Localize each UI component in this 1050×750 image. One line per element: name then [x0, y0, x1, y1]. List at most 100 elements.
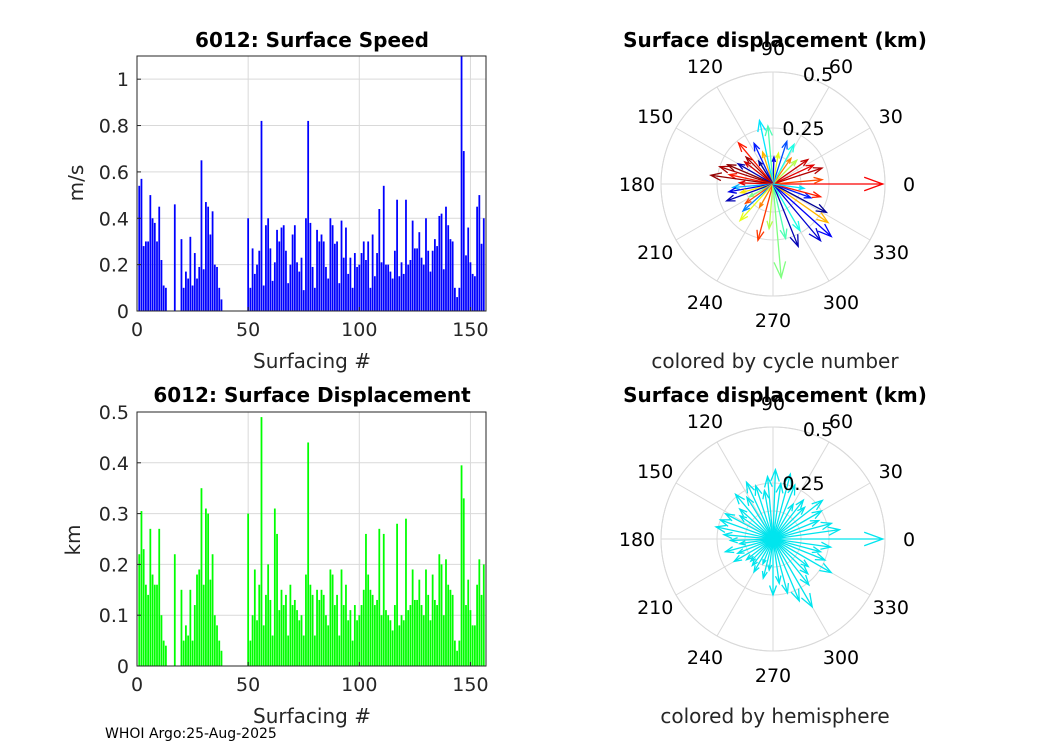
- bar: [256, 620, 258, 666]
- vector-arrowhead: [787, 142, 795, 153]
- polar-spoke: [716, 441, 774, 540]
- displacement-vector: [757, 183, 774, 241]
- vector-arrowhead: [775, 481, 784, 494]
- vector-arrowhead: [762, 488, 770, 500]
- bar: [325, 615, 327, 666]
- bar: [207, 206, 210, 311]
- bar: [442, 269, 445, 311]
- vector-arrowhead: [819, 562, 833, 574]
- displacement-vector: [733, 538, 774, 562]
- displacement-vector: [772, 183, 787, 239]
- bar: [447, 584, 450, 666]
- bar: [271, 635, 274, 666]
- x-tick-label: 50: [236, 319, 260, 341]
- polar-r-label: 0.5: [803, 64, 833, 86]
- vector-arrowhead: [775, 151, 781, 159]
- vector-arrowhead: [782, 472, 793, 487]
- bar: [333, 605, 336, 666]
- bar: [402, 620, 405, 666]
- displacement-vector: [772, 529, 840, 540]
- bar: [273, 508, 276, 666]
- bar: [420, 605, 423, 666]
- bar: [327, 278, 330, 311]
- bar: [398, 276, 401, 311]
- bar: [162, 285, 165, 311]
- vector-arrowhead: [718, 519, 731, 527]
- vector-arrowhead: [767, 564, 773, 573]
- displacement-vector: [745, 156, 774, 185]
- polar-angle-label: 180: [619, 174, 655, 196]
- polar-angle-label: 90: [761, 393, 785, 415]
- displacement-vector: [720, 519, 774, 540]
- bar: [465, 255, 467, 311]
- bar: [376, 253, 378, 311]
- bar: [442, 615, 445, 666]
- bar: [289, 264, 292, 311]
- bar: [309, 584, 312, 666]
- bar: [151, 218, 154, 311]
- bar: [358, 264, 361, 311]
- bar: [469, 262, 472, 311]
- vector-arrowhead: [811, 546, 823, 554]
- bar: [278, 241, 281, 311]
- bar: [305, 574, 307, 666]
- bar: [269, 599, 272, 666]
- vector-arrowhead: [820, 541, 833, 550]
- vector-arrowhead: [781, 139, 788, 150]
- bar: [291, 605, 294, 666]
- displacement-vector: [772, 144, 795, 185]
- polar-angle-label: 330: [873, 242, 909, 264]
- bar: [309, 222, 312, 311]
- vector-arrowhead: [764, 124, 773, 137]
- vector-arrowhead: [779, 228, 788, 241]
- bar: [145, 241, 147, 311]
- polar-angle-label: 60: [829, 411, 853, 433]
- bar: [189, 236, 192, 311]
- displacement-vector: [735, 493, 774, 540]
- displacement-vector: [772, 522, 832, 540]
- polar-hemisphere-labels: 0 30 60 90 120 150 180 210 240 270 300 330 0.25 0.5: [619, 393, 915, 687]
- speed-y-label: m/s: [64, 165, 88, 202]
- bar: [256, 264, 258, 311]
- vector-arrowhead: [758, 202, 764, 209]
- bar: [258, 584, 261, 666]
- bar: [276, 229, 278, 311]
- displacement-vector: [772, 183, 799, 247]
- vector-arrowhead: [799, 574, 811, 587]
- vector-arrowhead: [743, 197, 752, 205]
- bar: [291, 234, 294, 311]
- bar: [158, 528, 161, 666]
- displacement-y-label: km: [61, 524, 85, 555]
- vector-arrowhead: [753, 565, 760, 574]
- bar: [189, 589, 192, 666]
- bar: [340, 569, 343, 666]
- displacement-vector: [772, 183, 832, 237]
- bar: [247, 218, 250, 311]
- bar: [416, 248, 418, 311]
- bar: [425, 218, 427, 311]
- displacement-vector: [746, 496, 774, 540]
- displacement-vector: [772, 483, 782, 540]
- displacement-vector: [772, 519, 819, 540]
- displacement-vector: [772, 510, 822, 540]
- bar: [365, 260, 367, 311]
- bar: [347, 620, 350, 666]
- bar: [307, 442, 310, 666]
- bar: [296, 610, 298, 666]
- bar: [329, 569, 332, 666]
- polar-r-label: 0.25: [782, 118, 824, 140]
- vector-arrowhead: [757, 159, 764, 167]
- bar: [458, 640, 461, 666]
- displacement-vector: [772, 538, 809, 575]
- polar-angle-label: 300: [823, 292, 859, 314]
- displacement-vector: [772, 183, 805, 190]
- bar: [396, 523, 398, 666]
- vector-arrowhead: [762, 558, 767, 566]
- displacement-vector: [725, 538, 774, 553]
- bar: [260, 417, 263, 666]
- bar: [356, 620, 358, 666]
- bar: [367, 574, 370, 666]
- bar: [476, 206, 478, 311]
- bar: [318, 599, 321, 666]
